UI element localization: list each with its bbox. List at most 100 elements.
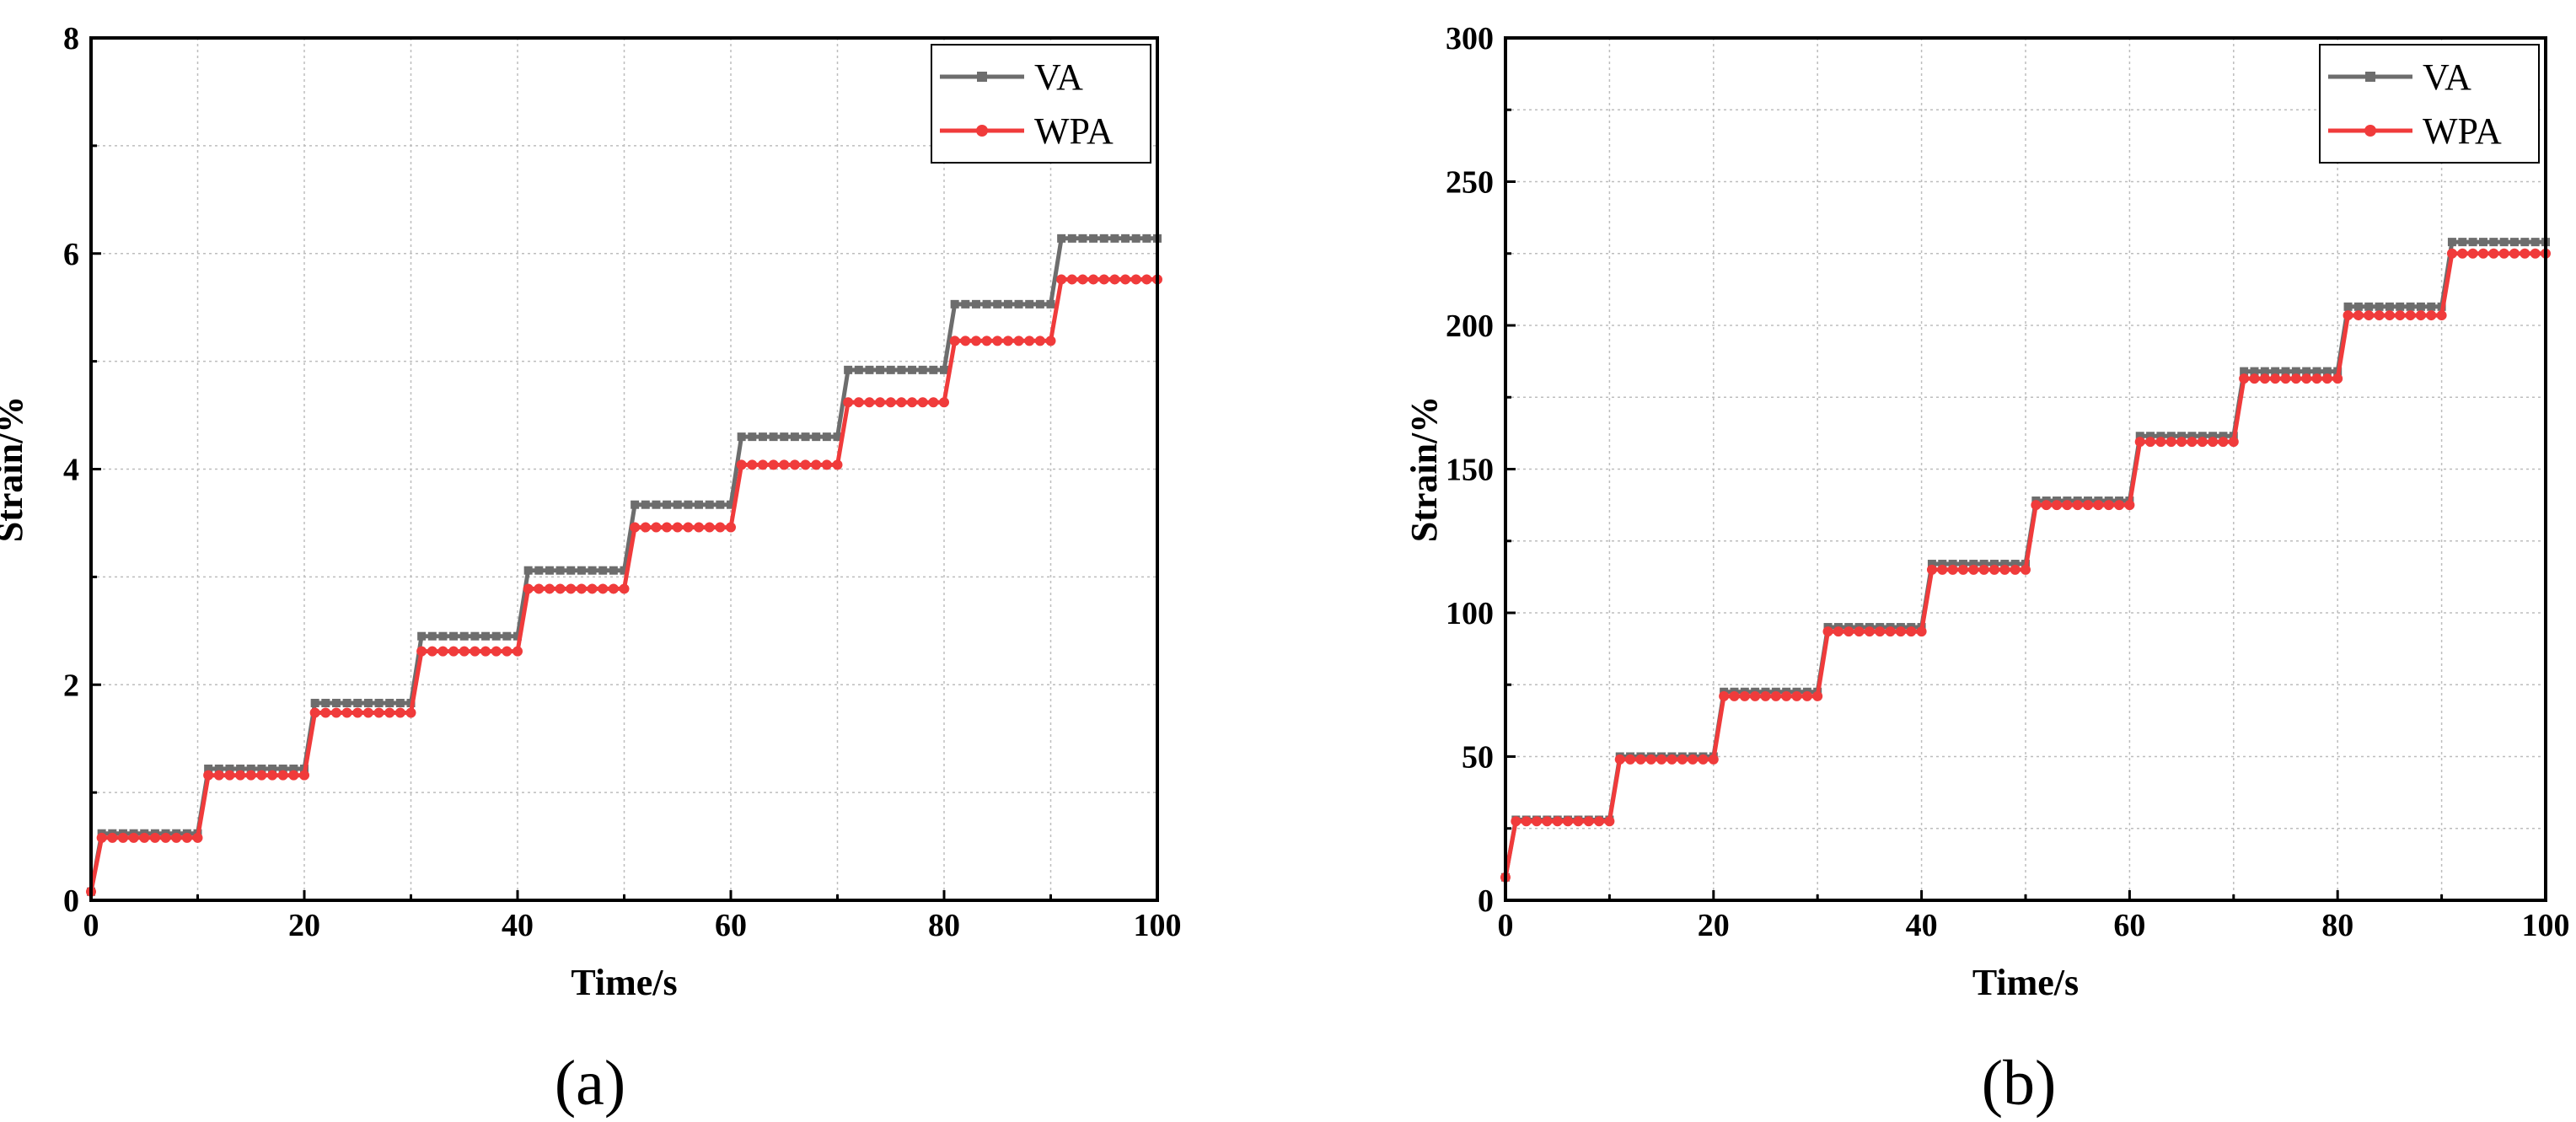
data-point-va [2302, 367, 2311, 376]
data-point-va [1121, 234, 1130, 243]
data-point-wpa [330, 707, 341, 718]
series-wpa [1500, 248, 2551, 883]
data-point-va [2312, 367, 2321, 376]
data-point-va [2416, 302, 2425, 311]
data-point-wpa [1109, 274, 1120, 285]
data-point-wpa [2498, 248, 2509, 259]
data-point-wpa [523, 583, 534, 594]
data-point-wpa [2364, 310, 2375, 321]
data-point-wpa [1077, 274, 1088, 285]
data-point-wpa [1066, 274, 1077, 285]
x-axis-title: Time/s [1972, 962, 2079, 1003]
data-point-wpa [885, 397, 896, 408]
data-point-wpa [1088, 274, 1099, 285]
data-point-va [2135, 432, 2144, 441]
x-tick-label: 40 [502, 908, 534, 943]
data-point-wpa [405, 707, 416, 718]
data-point-wpa [128, 832, 139, 843]
data-point-wpa [437, 646, 448, 657]
data-point-wpa [1666, 754, 1677, 765]
panel-label: (b) [1982, 1048, 2057, 1119]
grid [1505, 38, 2546, 900]
y-tick-label: 200 [1446, 309, 1494, 344]
data-point-wpa [203, 770, 214, 781]
data-point-wpa [1698, 754, 1709, 765]
data-point-wpa [2530, 248, 2541, 259]
data-point-wpa [362, 707, 373, 718]
data-point-va [204, 764, 213, 773]
data-point-va [2198, 432, 2207, 441]
data-point-wpa [939, 397, 949, 408]
data-point-wpa [1708, 754, 1719, 765]
data-point-va [1969, 560, 1978, 569]
data-point-va [705, 500, 714, 509]
x-tick-label: 0 [1498, 908, 1514, 943]
data-point-wpa [2353, 310, 2364, 321]
data-point-wpa [107, 832, 118, 843]
data-point-wpa [1542, 816, 1553, 827]
x-tick-label: 80 [928, 908, 960, 943]
data-point-wpa [1573, 816, 1584, 827]
data-point-wpa [448, 646, 459, 657]
data-point-wpa [608, 583, 619, 594]
data-point-wpa [2374, 310, 2385, 321]
data-point-va [2385, 302, 2394, 311]
data-point-wpa [875, 397, 886, 408]
data-point-wpa [1614, 754, 1625, 765]
data-point-wpa [2031, 500, 2042, 511]
data-point-wpa [2134, 437, 2145, 448]
data-point-wpa [715, 522, 726, 533]
data-point-wpa [726, 522, 736, 533]
data-point-wpa [352, 707, 363, 718]
chart-a: 0 20 40 60 80 100 0 2 4 6 8 Time/s Strain/% VA WPA (a) [0, 21, 1182, 1119]
data-point-wpa [1688, 754, 1699, 765]
legend-label-wpa: WPA [1034, 110, 1114, 152]
y-tick-label: 0 [63, 883, 79, 919]
data-point-va [2396, 302, 2405, 311]
data-point-wpa [117, 832, 128, 843]
data-point-wpa [1532, 816, 1543, 827]
data-point-va [2499, 238, 2509, 247]
chart-b: 0 20 40 60 80 100 0 50 100 150 200 250 300 Time/s Stra… [1403, 21, 2570, 1119]
data-point-va [1110, 234, 1119, 243]
data-point-wpa [1833, 626, 1843, 637]
data-point-wpa [1583, 816, 1594, 827]
data-point-va [684, 500, 693, 509]
data-point-va [1035, 299, 1044, 309]
data-point-wpa [757, 459, 768, 470]
data-point-va [321, 698, 330, 707]
data-point-wpa [1521, 816, 1532, 827]
data-point-wpa [2197, 437, 2208, 448]
data-point-wpa [2010, 564, 2021, 575]
data-point-wpa [1812, 690, 1823, 701]
data-point-wpa [2467, 248, 2478, 259]
data-point-wpa [1781, 690, 1792, 701]
data-point-wpa [2103, 500, 2114, 511]
data-point-va [758, 432, 767, 442]
series-wpa [86, 274, 1162, 897]
data-point-va [2520, 238, 2530, 247]
data-point-va [854, 365, 863, 374]
data-point-wpa [2124, 500, 2135, 511]
data-point-wpa [1978, 564, 1989, 575]
data-point-wpa [2457, 248, 2468, 259]
data-point-va [2458, 238, 2467, 247]
data-point-wpa [1034, 336, 1045, 346]
data-point-wpa [491, 646, 502, 657]
data-point-va [876, 365, 885, 374]
y-tick-label: 250 [1446, 165, 1494, 201]
data-point-wpa [1988, 564, 1999, 575]
data-point-wpa [1130, 274, 1141, 285]
data-point-wpa [2436, 310, 2447, 321]
data-point-wpa [2395, 310, 2406, 321]
data-point-wpa [1511, 816, 1521, 827]
data-point-wpa [416, 646, 427, 657]
data-point-va [1927, 560, 1936, 569]
data-point-wpa [256, 770, 267, 781]
data-point-wpa [1677, 754, 1688, 765]
data-point-va [2260, 367, 2269, 376]
data-point-va [2219, 432, 2228, 441]
data-point-wpa [811, 459, 822, 470]
data-point-wpa [1056, 274, 1067, 285]
y-tick-label: 6 [63, 237, 79, 272]
